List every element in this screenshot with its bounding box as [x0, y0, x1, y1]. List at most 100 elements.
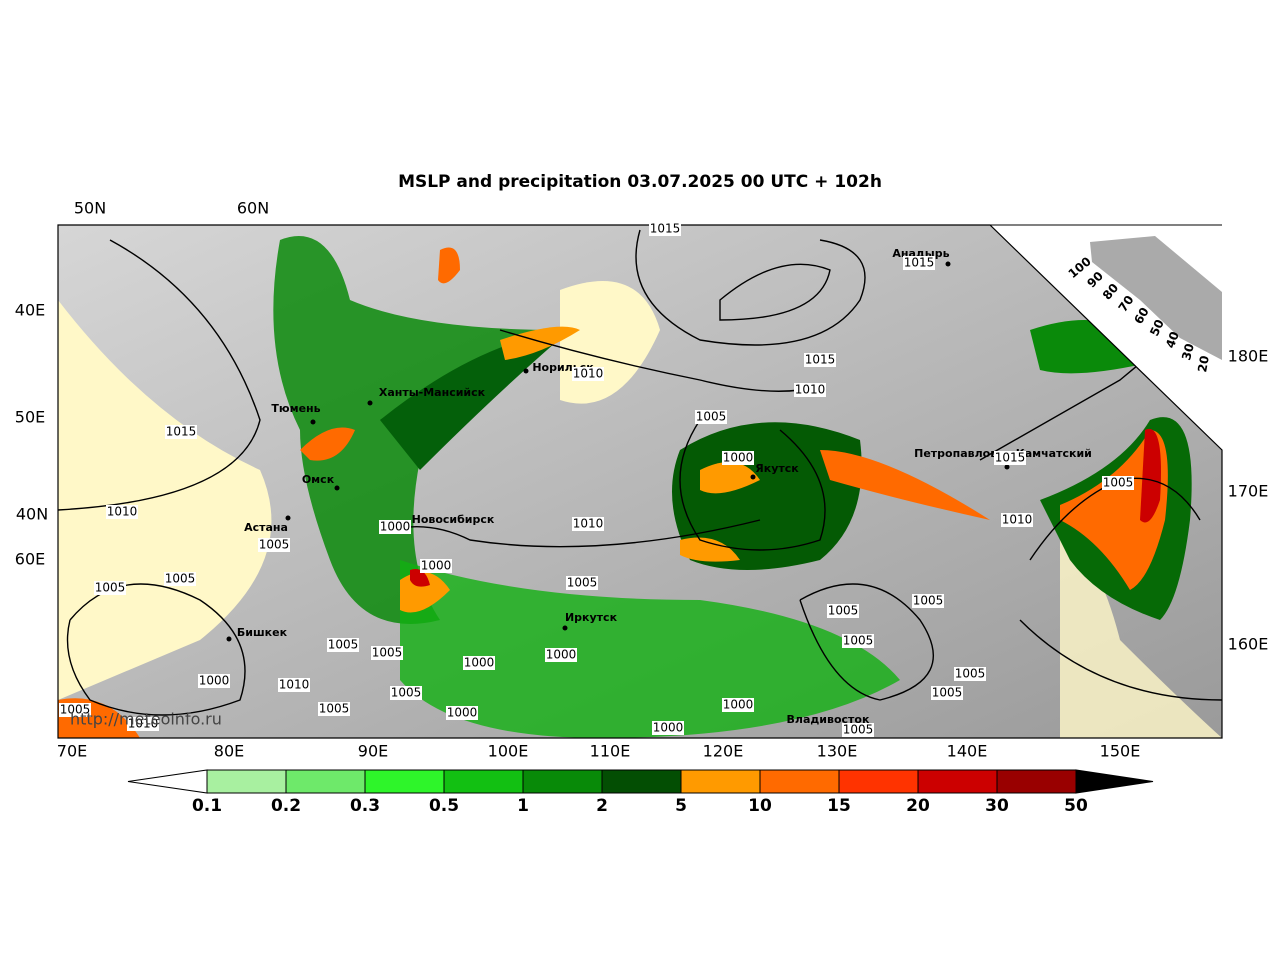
lat-label: 50N	[74, 199, 106, 218]
city-dot	[523, 368, 529, 374]
isobar-label: 1005	[913, 594, 944, 608]
isobar-label: 1005	[95, 581, 126, 595]
isobar-label-bg	[420, 559, 452, 573]
isobar-label: 1010	[795, 383, 826, 397]
source: http://meteoinfo.ru	[70, 710, 222, 729]
map-frame	[57, 224, 1223, 739]
city-label: Тюмень	[271, 402, 320, 415]
colorbar-label: 30	[985, 796, 1009, 816]
isobar-label: 1010	[279, 678, 310, 692]
colorbar-label: 0.2	[271, 796, 301, 816]
colorbar-label: 0.1	[192, 796, 222, 816]
isobar-label-bg	[912, 594, 944, 608]
isobar-label-bg	[722, 698, 754, 712]
isobar-label: 1000	[447, 706, 478, 720]
isobar-label-bg	[198, 674, 230, 688]
colorbar: 0.1 0.2 0.3 0.5 1 2 5 10 15 20 30 50	[127, 769, 1154, 816]
cloud-scale-label: 80	[1100, 281, 1121, 303]
isobar-label: 1005	[60, 703, 91, 717]
lon-label: 120E	[703, 742, 744, 761]
isobar-label-bg	[842, 723, 874, 737]
city-dot	[945, 261, 951, 267]
isobar-label: 1015	[166, 425, 197, 439]
isobar-label-bg	[258, 538, 290, 552]
isobar-label: 1005	[319, 702, 350, 716]
cloud-scale-label: 50	[1147, 317, 1167, 338]
isobar-label: 1015	[805, 353, 836, 367]
isobar-label-bg	[794, 383, 826, 397]
isobar-label: 1005	[828, 604, 859, 618]
isobar-label-bg	[545, 648, 577, 662]
isobar-label-bg	[695, 410, 727, 424]
isobar-label-bg	[446, 706, 478, 720]
cloud-scale-label: 20	[1195, 354, 1212, 373]
isobar-label-bg	[164, 572, 196, 586]
isobar-label-bg	[371, 646, 403, 660]
colorbar-label: 1	[517, 796, 529, 816]
isobar-label-bg	[566, 576, 598, 590]
colorbar-label: 20	[906, 796, 930, 816]
title: MSLP and precipitation 03.07.2025 00 UTC…	[398, 172, 882, 192]
isobar-label: 1005	[372, 646, 403, 660]
colorbar-label: 0.3	[350, 796, 380, 816]
city-dot	[750, 474, 756, 480]
isobar-label: 1005	[391, 686, 422, 700]
isobar-label-bg	[165, 425, 197, 439]
isobar-label-bg	[1102, 476, 1134, 490]
colorbar-swatch	[759, 769, 840, 794]
isobar-label: 1000	[723, 698, 754, 712]
colorbar-swatch	[522, 769, 603, 794]
isobar-label-bg	[903, 256, 935, 270]
city-dot	[310, 419, 316, 425]
isobar-label: 1005	[696, 410, 727, 424]
isobar-label: 1000	[546, 648, 577, 662]
colorbar-label: 5	[675, 796, 687, 816]
colorbar-label: 0.5	[429, 796, 459, 816]
lon-label: 90E	[358, 742, 388, 761]
isobar-label: 1005	[567, 576, 598, 590]
isobar-label-bg	[327, 638, 359, 652]
isobar-label: 1010	[573, 517, 604, 531]
isobar-label: 1005	[165, 572, 196, 586]
city-label: Якутск	[755, 462, 799, 475]
isobar-label-bg	[59, 703, 91, 717]
isobar-label: 1005	[328, 638, 359, 652]
cloud-scale-label: 70	[1116, 293, 1137, 315]
cloud-scale-label: 30	[1179, 342, 1197, 362]
isobar-label-bg	[127, 717, 159, 731]
isobar-label-bg	[994, 451, 1026, 465]
colorbar-swatch	[838, 769, 919, 794]
isobar-label-bg	[379, 520, 411, 534]
city-label: Владивосток	[787, 713, 870, 726]
isobar-label: 1010	[107, 505, 138, 519]
lon-label: 80E	[214, 742, 244, 761]
city-label: Астана	[244, 521, 288, 534]
isobar-label-bg	[463, 656, 495, 670]
lon-label: 150E	[1100, 742, 1141, 761]
isobar-label-bg	[722, 451, 754, 465]
isobar-label: 1010	[128, 717, 159, 731]
colorbar-label: 50	[1064, 796, 1088, 816]
city-dot	[334, 485, 340, 491]
colorbar-swatch	[601, 769, 682, 794]
city-label: Бишкек	[237, 626, 288, 639]
city-label: Иркутск	[565, 611, 618, 624]
axis-label: 60E	[15, 550, 45, 569]
lon-label: 140E	[947, 742, 988, 761]
axis-label: 170E	[1228, 482, 1269, 501]
city-label: Омск	[302, 473, 335, 486]
colorbar-swatch	[285, 769, 366, 794]
isobar-label: 1005	[843, 723, 874, 737]
isobar-label: 1000	[723, 451, 754, 465]
colorbar-swatch	[206, 769, 287, 794]
cloud-scale-label: 90	[1084, 269, 1106, 291]
isobar-label: 1015	[904, 256, 935, 270]
axis-label: 50E	[15, 408, 45, 427]
axis-label: 180E	[1228, 347, 1269, 366]
isobar-label: 1005	[259, 538, 290, 552]
isobar-label: 1010	[573, 367, 604, 381]
isobar-label-bg	[572, 517, 604, 531]
colorbar-swatch	[917, 769, 998, 794]
isobar-label-bg	[842, 634, 874, 648]
